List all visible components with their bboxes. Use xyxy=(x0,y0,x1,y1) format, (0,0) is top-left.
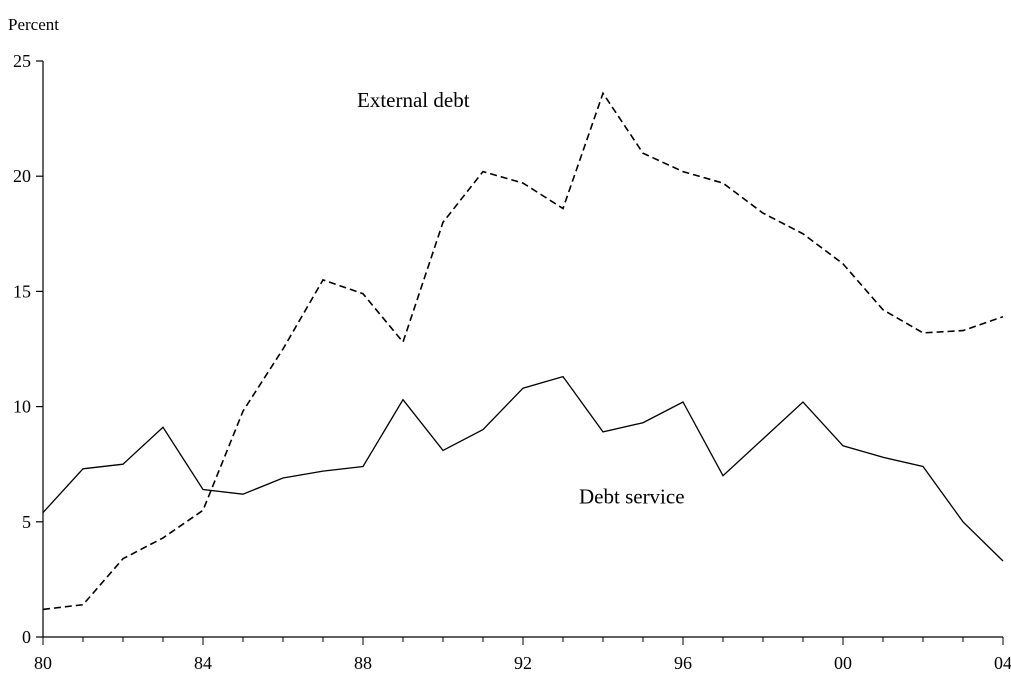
y-axis-label: Percent xyxy=(8,15,59,34)
y-tick-label: 0 xyxy=(22,627,31,647)
x-tick-label: 88 xyxy=(354,653,372,673)
x-tick-label: 84 xyxy=(194,653,212,673)
debt-service-label: Debt service xyxy=(579,484,685,508)
y-tick-label: 20 xyxy=(13,166,31,186)
x-ticks: 80 84 88 92 96 00 04 xyxy=(34,637,1011,673)
x-tick-label: 80 xyxy=(34,653,52,673)
y-tick-label: 5 xyxy=(22,512,31,532)
x-tick-label: 96 xyxy=(674,653,692,673)
y-ticks: 0 5 10 15 20 25 xyxy=(13,51,43,647)
y-tick-label: 15 xyxy=(13,281,31,301)
debt-service-line xyxy=(42,375,1004,562)
x-tick-label: 00 xyxy=(834,653,852,673)
external-debt-label: External debt xyxy=(357,88,470,112)
series-lines xyxy=(42,91,1004,611)
axes xyxy=(42,61,1003,638)
x-tick-label: 92 xyxy=(514,653,532,673)
external-debt-line xyxy=(42,91,1004,611)
series-labels: External debt Debt service xyxy=(357,88,685,508)
y-tick-label: 25 xyxy=(13,51,31,71)
x-tick-label: 04 xyxy=(994,653,1011,673)
y-tick-label: 10 xyxy=(13,397,31,417)
